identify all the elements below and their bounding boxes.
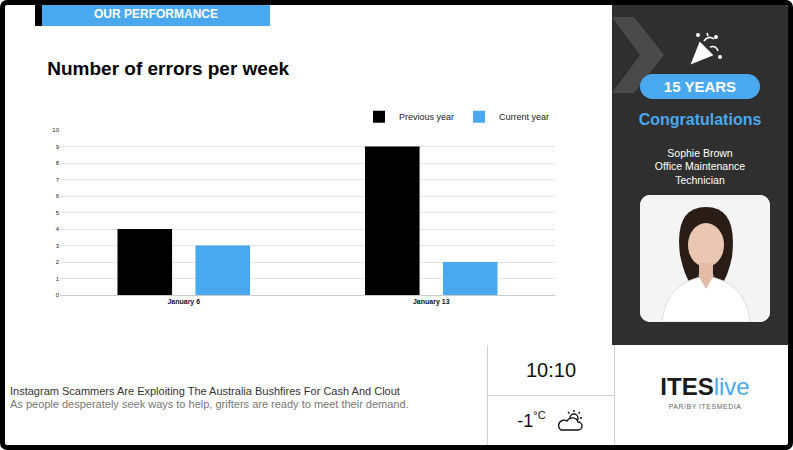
svg-text:7: 7 [56, 177, 60, 183]
svg-text:Number of errors per week: Number of errors per week [47, 58, 289, 79]
svg-text:0: 0 [56, 292, 60, 298]
svg-text:8: 8 [56, 160, 60, 166]
html-text:-1°C: -1°C [517, 408, 546, 431]
svg-text:4: 4 [56, 226, 60, 232]
html-text:Sophie Brown: Sophie Brown [667, 147, 733, 159]
svg-text:Previous year: Previous year [399, 112, 454, 122]
html-text:PAR/BY ITESMEDIA: PAR/BY ITESMEDIA [668, 403, 742, 410]
svg-text:2: 2 [56, 259, 60, 265]
html-text:Office Maintenance Technician: Office Maintenance Technician [654, 160, 746, 186]
html-text:15 YEARS: 15 YEARS [663, 78, 737, 95]
html-text:ITES live: ITES live [660, 373, 750, 400]
svg-text:9: 9 [56, 144, 60, 150]
svg-text:January 6: January 6 [167, 298, 200, 306]
html-text:Congratulations: Congratulations [638, 111, 762, 128]
html-text:As people desperately seek way: As people desperately seek ways to help,… [10, 398, 409, 410]
html-text:10:10: 10:10 [526, 359, 576, 381]
svg-text:6: 6 [56, 193, 60, 199]
svg-text:10: 10 [52, 127, 59, 133]
svg-text:5: 5 [56, 210, 60, 216]
html-text:OUR PERFORMANCE: OUR PERFORMANCE [94, 7, 218, 21]
svg-text:1: 1 [56, 276, 60, 282]
svg-text:Current year: Current year [499, 112, 549, 122]
svg-text:January 13: January 13 [413, 298, 450, 306]
svg-text:3: 3 [56, 243, 60, 249]
html-text:Instagram Scammers Are Exploit: Instagram Scammers Are Exploiting The Au… [10, 385, 400, 397]
